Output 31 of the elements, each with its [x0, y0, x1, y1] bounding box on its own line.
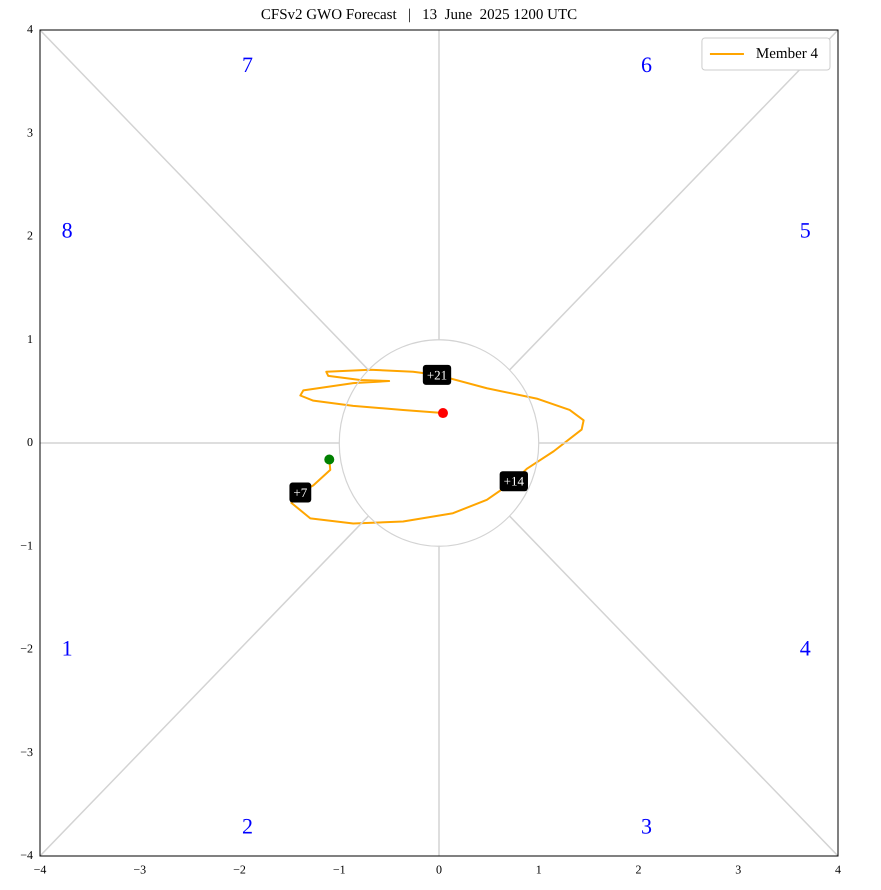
legend-label: Member 4 — [756, 46, 818, 62]
y-tick-label: 1 — [27, 332, 33, 346]
y-tick-label: 4 — [27, 22, 33, 36]
x-tick-label: −2 — [233, 862, 246, 876]
y-tick-label: −1 — [20, 538, 33, 552]
x-tick-label: 3 — [735, 862, 742, 876]
point — [324, 454, 334, 465]
y-tick-label: 3 — [27, 125, 33, 140]
x-tick-label: 1 — [536, 862, 542, 876]
annotation: +7 — [293, 484, 308, 500]
y-tick-label: −4 — [20, 848, 33, 862]
annotation: 7 — [242, 52, 253, 78]
chart-title: CFSv2 GWO Forecast | 13 June 2025 1200 UTC — [260, 6, 578, 23]
x-tick-label: 4 — [835, 862, 841, 876]
point — [438, 408, 448, 418]
annotation: 4 — [800, 635, 811, 660]
annotation: 6 — [640, 52, 652, 78]
y-tick-label: 2 — [27, 228, 33, 243]
annotation: 5 — [800, 217, 811, 242]
annotation: +14 — [504, 474, 524, 489]
x-tick-label: 0 — [436, 862, 442, 876]
y-tick-label: −2 — [20, 642, 33, 656]
x-tick-label: 2 — [636, 862, 642, 876]
annotation: 2 — [242, 814, 253, 839]
x-tick-label: −3 — [133, 862, 146, 876]
y-tick-label: 0 — [27, 435, 33, 450]
annotation: 1 — [62, 635, 73, 660]
annotation: 8 — [62, 217, 73, 242]
y-tick-label: −3 — [20, 744, 33, 759]
x-tick-label: −1 — [332, 862, 346, 876]
annotation: 3 — [640, 814, 652, 839]
